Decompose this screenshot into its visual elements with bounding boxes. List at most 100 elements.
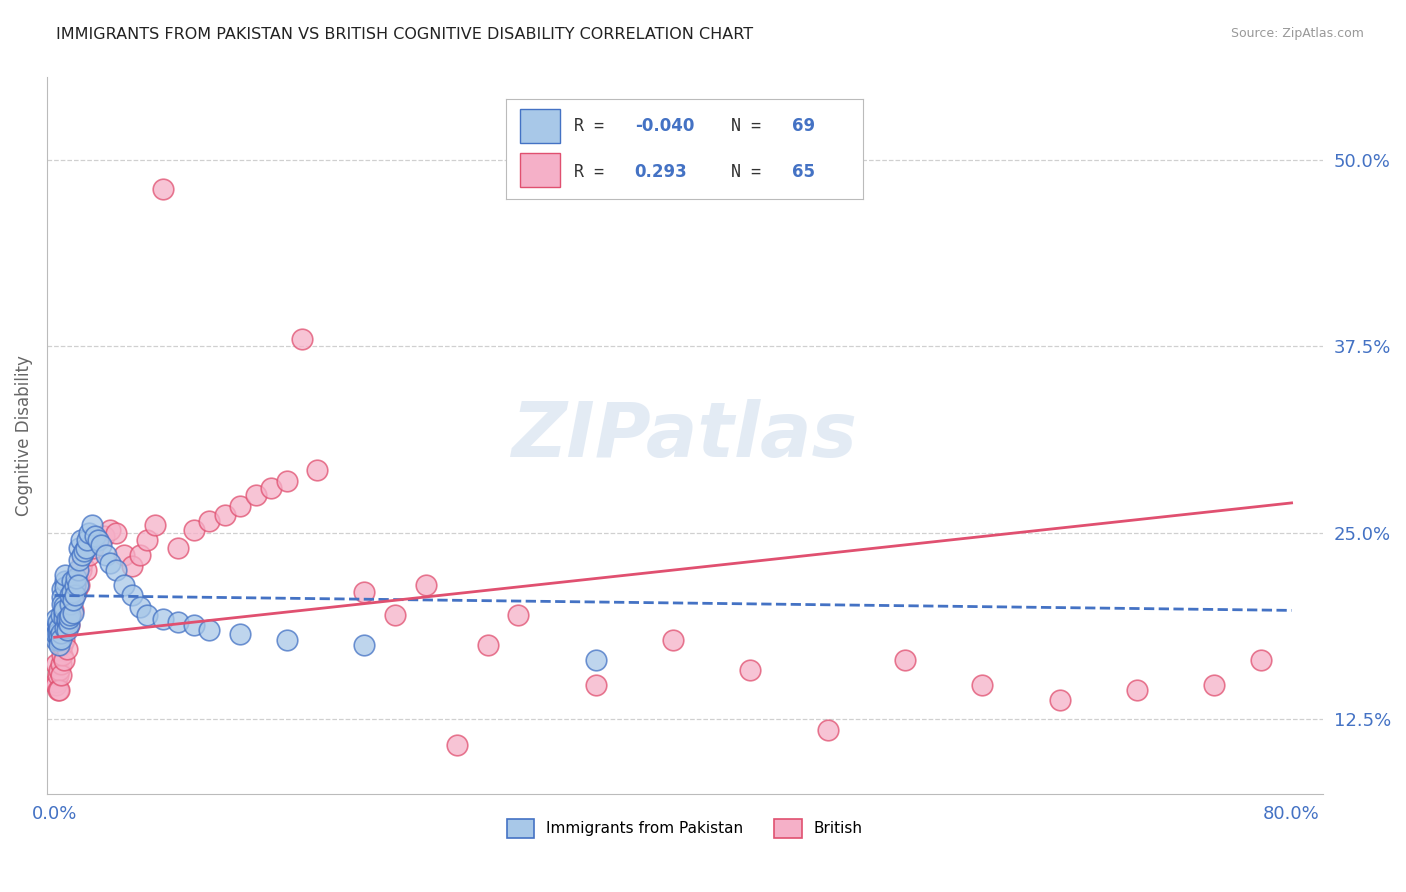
- Text: Source: ZipAtlas.com: Source: ZipAtlas.com: [1230, 27, 1364, 40]
- Point: [105, 563, 128, 577]
- Point: [52, 607, 75, 621]
- Y-axis label: Cognitive Disability: Cognitive Disability: [15, 355, 32, 516]
- Point: [56, 623, 79, 637]
- Point: [67, 541, 90, 555]
- Point: [70, 563, 93, 577]
- Point: [45, 612, 67, 626]
- Point: [56, 612, 79, 626]
- Point: [276, 633, 298, 648]
- Point: [49, 625, 72, 640]
- Point: [740, 663, 762, 677]
- Point: [51, 582, 73, 597]
- Point: [62, 603, 84, 617]
- Point: [87, 533, 110, 548]
- Point: [98, 556, 121, 570]
- Point: [1250, 653, 1272, 667]
- Point: [45, 657, 67, 672]
- Point: [167, 615, 190, 630]
- Point: [48, 633, 70, 648]
- Point: [48, 663, 70, 677]
- Point: [60, 593, 83, 607]
- Point: [62, 607, 84, 621]
- Point: [65, 570, 87, 584]
- Point: [55, 621, 77, 635]
- Point: [229, 627, 252, 641]
- Point: [353, 585, 375, 599]
- Point: [73, 543, 96, 558]
- Point: [52, 611, 75, 625]
- Point: [972, 678, 994, 692]
- Legend: Immigrants from Pakistan, British: Immigrants from Pakistan, British: [501, 813, 869, 844]
- Point: [46, 615, 69, 630]
- Point: [121, 558, 143, 573]
- Point: [59, 607, 82, 622]
- Point: [477, 638, 499, 652]
- Point: [508, 607, 530, 622]
- Point: [198, 623, 221, 637]
- Point: [128, 600, 150, 615]
- Point: [662, 633, 685, 648]
- Point: [45, 678, 67, 692]
- Point: [415, 578, 437, 592]
- Point: [63, 589, 86, 603]
- Point: [52, 599, 75, 613]
- Point: [585, 653, 607, 667]
- Point: [75, 541, 97, 555]
- Point: [62, 593, 84, 607]
- Point: [48, 630, 70, 644]
- Point: [67, 552, 90, 566]
- Point: [1126, 682, 1149, 697]
- Point: [59, 598, 82, 612]
- Point: [87, 533, 110, 548]
- Point: [58, 611, 80, 625]
- Point: [60, 585, 83, 599]
- Point: [52, 653, 75, 667]
- Point: [52, 633, 75, 648]
- Point: [46, 667, 69, 681]
- Point: [183, 523, 205, 537]
- Point: [59, 589, 82, 603]
- Point: [63, 578, 86, 592]
- Point: [70, 533, 93, 548]
- Point: [1049, 693, 1071, 707]
- Point: [55, 623, 77, 637]
- Text: IMMIGRANTS FROM PAKISTAN VS BRITISH COGNITIVE DISABILITY CORRELATION CHART: IMMIGRANTS FROM PAKISTAN VS BRITISH COGN…: [56, 27, 754, 42]
- Point: [1204, 678, 1226, 692]
- Point: [49, 667, 72, 681]
- Point: [291, 332, 314, 346]
- Point: [307, 463, 329, 477]
- Point: [46, 625, 69, 640]
- Point: [52, 603, 75, 617]
- Point: [66, 570, 89, 584]
- Point: [46, 682, 69, 697]
- Point: [46, 621, 69, 635]
- Point: [143, 518, 166, 533]
- Point: [56, 642, 79, 657]
- Point: [817, 723, 839, 737]
- Point: [353, 638, 375, 652]
- Point: [49, 607, 72, 622]
- Point: [128, 548, 150, 562]
- Point: [56, 615, 79, 630]
- Point: [49, 632, 72, 646]
- Point: [59, 607, 82, 622]
- Point: [260, 481, 283, 495]
- Point: [198, 514, 221, 528]
- Point: [152, 612, 174, 626]
- Point: [94, 548, 117, 562]
- Point: [136, 533, 159, 548]
- Point: [384, 607, 406, 622]
- Point: [45, 675, 67, 690]
- Point: [66, 578, 89, 592]
- Point: [55, 567, 77, 582]
- Point: [58, 616, 80, 631]
- Point: [98, 523, 121, 537]
- Point: [48, 621, 70, 635]
- Point: [72, 556, 94, 570]
- Point: [65, 585, 87, 599]
- Point: [83, 529, 105, 543]
- Point: [66, 563, 89, 577]
- Point: [48, 682, 70, 697]
- Point: [93, 529, 115, 543]
- Point: [75, 563, 97, 577]
